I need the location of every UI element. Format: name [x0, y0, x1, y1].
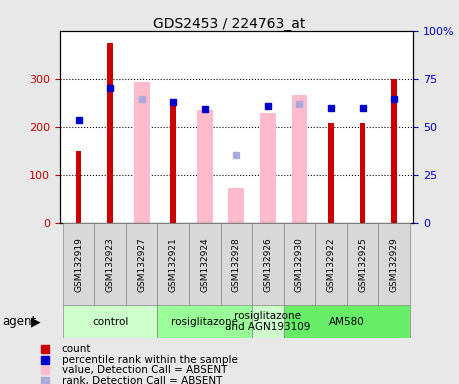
Text: control: control — [92, 316, 129, 327]
Text: GSM132926: GSM132926 — [263, 238, 273, 292]
Text: GSM132919: GSM132919 — [74, 238, 83, 292]
Text: ▶: ▶ — [31, 315, 41, 328]
Text: AM580: AM580 — [329, 316, 365, 327]
Bar — [284, 305, 410, 338]
Bar — [378, 223, 410, 307]
Bar — [252, 305, 284, 338]
Text: GSM132922: GSM132922 — [326, 238, 336, 292]
Bar — [95, 223, 126, 307]
Bar — [328, 123, 334, 223]
Text: GSM132923: GSM132923 — [106, 238, 115, 292]
Bar — [284, 223, 315, 307]
Bar — [229, 188, 244, 223]
Text: GDS2453 / 224763_at: GDS2453 / 224763_at — [153, 17, 306, 31]
Bar — [63, 223, 95, 307]
Bar — [189, 223, 221, 307]
Text: GSM132924: GSM132924 — [200, 238, 209, 292]
Text: GSM132925: GSM132925 — [358, 238, 367, 292]
Bar — [63, 305, 157, 338]
Text: value, Detection Call = ABSENT: value, Detection Call = ABSENT — [62, 365, 227, 375]
Text: rosiglitazone: rosiglitazone — [171, 316, 238, 327]
Text: GSM132929: GSM132929 — [390, 238, 399, 292]
Bar — [107, 43, 113, 223]
Bar — [252, 223, 284, 307]
Bar — [392, 79, 397, 223]
Text: count: count — [62, 344, 91, 354]
Text: GSM132921: GSM132921 — [169, 238, 178, 292]
Text: GSM132927: GSM132927 — [137, 238, 146, 292]
Text: GSM132930: GSM132930 — [295, 238, 304, 292]
Text: GSM132928: GSM132928 — [232, 238, 241, 292]
Bar — [157, 223, 189, 307]
Bar — [315, 223, 347, 307]
Text: rank, Detection Call = ABSENT: rank, Detection Call = ABSENT — [62, 376, 222, 384]
Bar — [260, 113, 276, 223]
Bar — [157, 305, 252, 338]
Bar — [291, 94, 308, 223]
Bar — [197, 110, 213, 223]
Bar — [360, 123, 365, 223]
Text: agent: agent — [2, 315, 37, 328]
Bar — [170, 102, 176, 223]
Text: percentile rank within the sample: percentile rank within the sample — [62, 354, 237, 364]
Bar — [126, 223, 157, 307]
Bar — [134, 82, 150, 223]
Text: rosiglitazone
and AGN193109: rosiglitazone and AGN193109 — [225, 311, 311, 333]
Bar — [221, 223, 252, 307]
Bar — [76, 151, 81, 223]
Bar — [347, 223, 378, 307]
